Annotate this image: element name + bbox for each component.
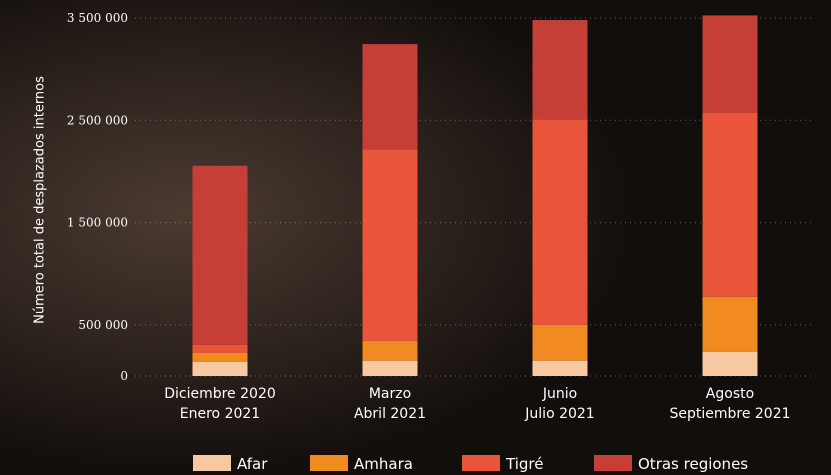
y-tick-label: 2 500 000 [67,113,128,127]
bar-segment [532,20,588,120]
y-tick-label: 1 500 000 [67,216,128,230]
x-tick-label: Junio [542,386,577,402]
legend-swatch [193,455,231,471]
bar-segment [702,15,758,113]
bar-segment [192,344,248,353]
bar-segment [362,44,418,150]
bar-segment [362,360,418,376]
bar-segment [192,361,248,376]
y-tick-label: 0 [120,369,128,383]
x-tick-label: Marzo [369,386,411,402]
bar-segment [362,340,418,361]
y-tick-label: 3 500 000 [67,11,128,25]
legend-swatch [310,455,348,471]
bar-segment [532,324,588,361]
x-tick-label: Agosto [706,386,754,402]
legend-label: Amhara [354,455,413,473]
legend-label: Afar [237,455,268,473]
bar-segment [362,149,418,341]
legend-label: Otras regiones [638,455,748,473]
bar-segment [702,112,758,297]
x-tick-label: Enero 2021 [180,406,260,422]
x-tick-label: Julio 2021 [524,406,594,422]
y-axis-title: Número total de desplazados internos [33,76,48,324]
x-tick-label: Diciembre 2020 [164,386,276,402]
bar-segment [702,296,758,352]
x-tick-label: Abril 2021 [354,406,426,422]
legend-swatch [462,455,500,471]
x-tick-label: Septiembre 2021 [669,406,790,422]
y-tick-label: 500 000 [78,318,128,332]
legend-swatch [594,455,632,471]
bar-segment [192,352,248,362]
bar-segment [192,165,248,345]
bar-segment [702,351,758,376]
bar-segment [532,360,588,376]
legend-label: Tigré [505,455,543,473]
bar-segment [532,119,588,325]
